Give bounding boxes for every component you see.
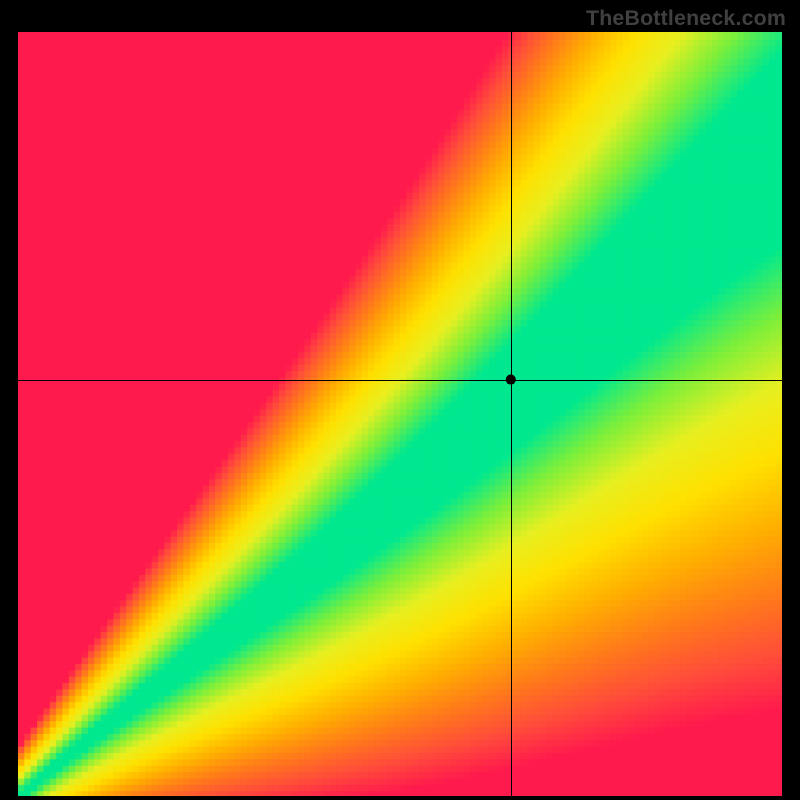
bottleneck-heatmap [18, 32, 782, 796]
chart-container: TheBottleneck.com [0, 0, 800, 800]
watermark-text: TheBottleneck.com [586, 6, 786, 31]
